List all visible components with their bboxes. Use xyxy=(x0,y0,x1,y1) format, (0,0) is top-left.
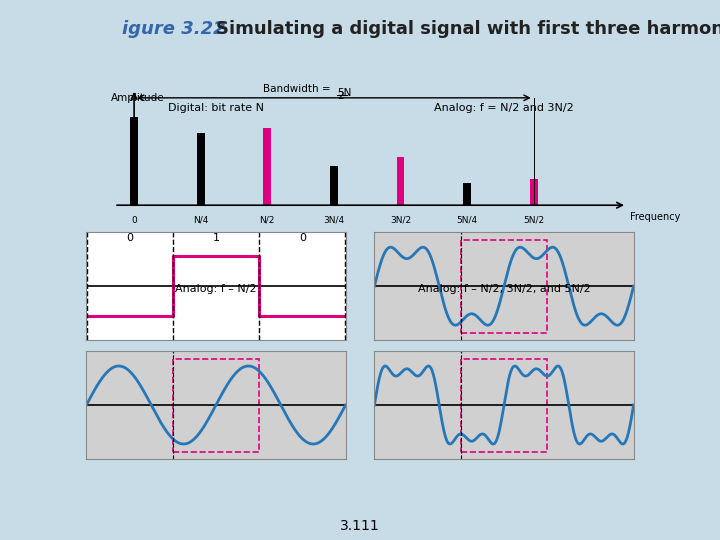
Text: 0: 0 xyxy=(131,216,137,225)
Text: N/2: N/2 xyxy=(260,216,275,225)
Bar xyxy=(530,179,538,205)
Bar xyxy=(461,240,547,333)
Bar xyxy=(463,183,471,205)
Text: 1: 1 xyxy=(212,233,220,243)
Text: igure 3.22: igure 3.22 xyxy=(122,20,226,38)
Bar xyxy=(197,133,204,205)
Bar xyxy=(330,166,338,205)
Text: Analog: f – N/2: Analog: f – N/2 xyxy=(175,285,257,294)
Text: Digital: bit rate N: Digital: bit rate N xyxy=(168,103,264,113)
Text: Analog: f – N/2, 3N/2, and 5N/2: Analog: f – N/2, 3N/2, and 5N/2 xyxy=(418,285,590,294)
Text: 5N/2: 5N/2 xyxy=(523,216,544,225)
Text: 3.111: 3.111 xyxy=(340,519,380,534)
Text: N/4: N/4 xyxy=(193,216,208,225)
Bar xyxy=(461,359,547,451)
Text: 3N/2: 3N/2 xyxy=(390,216,411,225)
Text: 0: 0 xyxy=(299,233,306,243)
Text: Frequency: Frequency xyxy=(630,212,680,222)
Text: 3N/4: 3N/4 xyxy=(323,216,344,225)
Bar xyxy=(264,128,271,205)
Text: Amplitude: Amplitude xyxy=(111,92,164,103)
Bar xyxy=(173,359,259,451)
Text: Bandwidth =: Bandwidth = xyxy=(263,84,334,94)
Text: Analog: f = N/2 and 3N/2: Analog: f = N/2 and 3N/2 xyxy=(434,103,574,113)
Text: 5N: 5N xyxy=(337,87,351,98)
Text: 5N/4: 5N/4 xyxy=(456,216,477,225)
Text: 2: 2 xyxy=(337,91,344,102)
Text: Simulating a digital signal with first three harmonics: Simulating a digital signal with first t… xyxy=(216,20,720,38)
Bar xyxy=(130,117,138,205)
Bar xyxy=(397,157,405,205)
Text: 0: 0 xyxy=(126,233,133,243)
